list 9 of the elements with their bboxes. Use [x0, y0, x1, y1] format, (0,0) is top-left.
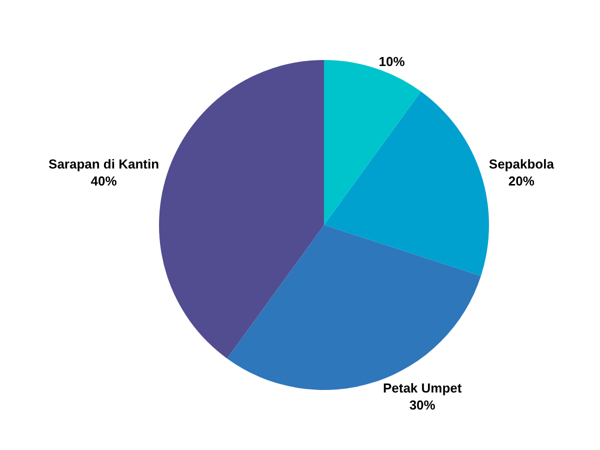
data-label: 40% — [90, 173, 118, 188]
slice-label: Sarapan di Kantin — [48, 156, 160, 172]
data-label: 30% — [409, 397, 436, 412]
data-label: 20% — [508, 173, 535, 188]
pie-slice — [159, 60, 324, 358]
pie-slice — [324, 92, 489, 276]
slice-label: Sepakbola — [488, 156, 555, 172]
data-label: 10% — [378, 54, 406, 69]
slice-label: Petak Umpet — [382, 380, 462, 396]
